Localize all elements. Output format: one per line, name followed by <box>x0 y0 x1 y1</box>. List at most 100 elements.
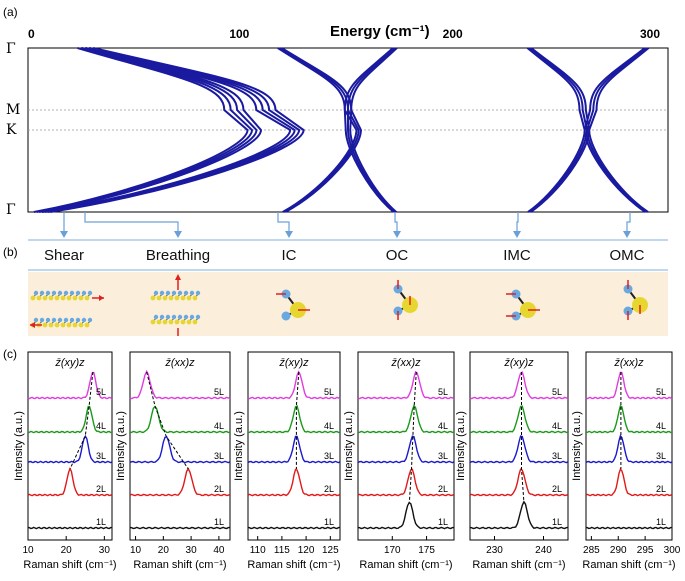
spectrum-1L <box>357 501 454 530</box>
branch-breathing-0 <box>42 47 292 213</box>
layer-label-2L: 2L <box>214 484 224 494</box>
atom-yellow <box>162 295 168 301</box>
atom-blue <box>153 290 159 296</box>
mode-pointer-head-2 <box>285 231 293 238</box>
atom-blue <box>87 317 93 323</box>
energy-tick-200: 200 <box>443 27 463 41</box>
x-axis-label: Raman shift (cm⁻¹) <box>133 559 226 571</box>
y-axis-label: Intensity (a.u.) <box>13 411 25 481</box>
atom-blue <box>63 317 69 323</box>
mode-label-ic: IC <box>282 247 297 264</box>
spectrum-2L <box>247 468 341 497</box>
x-tick-label: 120 <box>298 545 315 556</box>
atom-yellow <box>162 319 168 325</box>
atom-blue <box>51 290 57 296</box>
atom-blue <box>45 317 51 323</box>
mode-pointer-head-1 <box>174 231 182 238</box>
atom-blue <box>87 290 93 296</box>
atom-blue <box>69 290 75 296</box>
atom-blue <box>159 290 165 296</box>
atom-yellow <box>66 295 72 301</box>
branch-omc-0 <box>583 47 646 213</box>
geometry-label: z̄(xy)z <box>54 357 85 369</box>
atom-yellow <box>168 319 174 325</box>
x-axis-label: Raman shift (cm⁻¹) <box>472 559 565 571</box>
spectrum-3L <box>27 434 113 464</box>
spectrum-frame <box>357 351 455 541</box>
panel-label-b: (b) <box>3 245 18 259</box>
kpoint-label-3: Γ <box>6 202 16 218</box>
layer-label-1L: 1L <box>214 517 224 527</box>
atom-blue <box>33 317 39 323</box>
atom-yellow <box>54 295 60 301</box>
atom-yellow <box>36 295 42 301</box>
arrowhead <box>175 274 181 280</box>
atom-yellow <box>174 319 180 325</box>
layer-label-3L: 3L <box>552 451 562 461</box>
branch-omc-2 <box>588 47 650 213</box>
dispersion-curves <box>33 47 650 213</box>
panel-label-c: (c) <box>3 347 17 361</box>
spectrum-4L <box>27 405 112 434</box>
branch-breathing-3 <box>50 47 305 213</box>
layer-label-3L: 3L <box>214 451 224 461</box>
atom-yellow <box>156 295 162 301</box>
x-tick-label: 30 <box>99 545 111 556</box>
layer-label-3L: 3L <box>438 451 448 461</box>
layer-label-4L: 4L <box>324 421 334 431</box>
layer-label-3L: 3L <box>324 451 334 461</box>
layer-label-2L: 2L <box>656 484 666 494</box>
spectrum-panel-oc: z̄(xx)z 170 175 Raman shift (cm⁻¹) Intensity… <box>343 351 455 571</box>
atom-blue <box>183 290 189 296</box>
layer-label-2L: 2L <box>552 484 562 494</box>
energy-tick-300: 300 <box>640 27 660 41</box>
atom-blue <box>75 317 81 323</box>
atom-yellow <box>72 322 78 328</box>
branch-omc-1 <box>585 47 648 213</box>
atom-blue <box>39 317 45 323</box>
spectrum-4L <box>585 404 672 434</box>
atom-yellow <box>150 319 156 325</box>
spectrum-1L <box>129 526 230 530</box>
atom-blue <box>195 290 201 296</box>
mode-pointer-3 <box>394 212 398 236</box>
mode-pointer-head-3 <box>393 231 401 238</box>
mode-label-breathing: Breathing <box>146 247 210 264</box>
energy-tick-0: 0 <box>28 27 35 41</box>
atom-yellow <box>66 322 72 328</box>
atom-blue <box>159 314 165 320</box>
x-tick-label: 10 <box>22 545 34 556</box>
spectrum-4L <box>247 404 340 434</box>
mode-illustrations: Shear Breathing IC OC IMC OMC <box>28 212 668 336</box>
mode-labels: Shear Breathing IC OC IMC OMC <box>44 247 645 264</box>
x-tick-label: 175 <box>418 545 435 556</box>
spectrum-panel-omc: z̄(xx)z 285 290 295 300 Raman shift (cm⁻¹) Int… <box>571 351 681 571</box>
layer-label-4L: 4L <box>552 421 562 431</box>
atom-yellow <box>186 295 192 301</box>
x-tick-label: 110 <box>250 545 266 556</box>
atom-blue <box>153 314 159 320</box>
y-axis-label: Intensity (a.u.) <box>115 411 127 481</box>
x-tick-label: 10 <box>130 545 142 556</box>
layer-label-5L: 5L <box>96 387 106 397</box>
branch-shear-0 <box>33 47 249 213</box>
atom-blue <box>57 290 63 296</box>
branch-breathing-2 <box>47 47 301 213</box>
spectrum-5L <box>585 371 673 400</box>
kpoint-label-1: M <box>6 102 20 118</box>
mode-label-imc: IMC <box>503 247 531 264</box>
spectrum-4L <box>129 405 230 434</box>
x-tick-label: 240 <box>535 545 552 556</box>
branch-ic-1 <box>279 47 360 213</box>
atom-yellow <box>78 322 84 328</box>
peak-guide <box>146 371 189 470</box>
atom-yellow <box>42 295 48 301</box>
layer-label-2L: 2L <box>438 484 448 494</box>
spectrum-frame <box>247 351 341 541</box>
atom-yellow <box>48 295 54 301</box>
x-tick-label: 20 <box>61 545 73 556</box>
atom-blue <box>183 314 189 320</box>
atom-yellow <box>30 295 36 301</box>
branch-oc-0 <box>343 47 395 213</box>
spectrum-3L <box>469 435 569 464</box>
